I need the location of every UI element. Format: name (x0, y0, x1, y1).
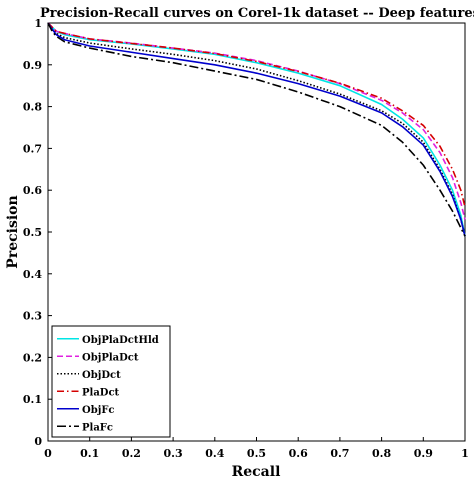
x-tick-label: 0 (44, 447, 52, 460)
y-tick-label: 0.3 (23, 310, 42, 323)
x-tick-label: 0.7 (330, 447, 349, 460)
y-tick-label: 0.6 (23, 184, 42, 197)
series-line-objdct (47, 22, 466, 237)
series-line-objpladcthld (47, 22, 466, 237)
series-line-pladct (47, 22, 466, 208)
x-tick-label: 0.9 (414, 447, 433, 460)
x-tick-label: 1 (461, 447, 469, 460)
x-tick-label: 0.5 (247, 447, 266, 460)
y-tick-label: 1 (34, 17, 42, 30)
x-axis: 0 0.1 0.2 0.3 0.4 0.5 0.6 0.7 0.8 0.9 1 (44, 437, 469, 460)
y-axis-label: Precision (5, 195, 21, 268)
series-line-objfc (47, 22, 466, 237)
x-tick-label: 0.3 (164, 447, 183, 460)
x-tick-label: 0.1 (80, 447, 99, 460)
y-tick-label: 0 (34, 435, 42, 448)
x-tick-label: 0.4 (205, 447, 224, 460)
series-layer (47, 22, 466, 237)
y-tick-label: 0.5 (23, 226, 42, 239)
legend-entry: PlaFc (82, 422, 113, 433)
y-tick-label: 0.1 (23, 393, 42, 406)
legend: ObjPlaDctHld ObjPlaDct ObjDct PlaDct ObjFc Pl… (51, 325, 171, 438)
legend-entry: ObjFc (82, 405, 115, 416)
y-tick-label: 0.2 (23, 351, 42, 364)
legend-entry: ObjPlaDct (82, 352, 139, 363)
series-line-plafc (47, 22, 466, 237)
chart-title: Precision-Recall curves on Corel-1k data… (40, 6, 474, 21)
y-tick-label: 0.7 (23, 142, 42, 155)
legend-entry: ObjPlaDctHld (82, 335, 159, 346)
legend-entry: ObjDct (82, 370, 121, 381)
x-tick-label: 0.6 (289, 447, 308, 460)
y-tick-label: 0.9 (23, 59, 42, 72)
y-axis: 0 0.1 0.2 0.3 0.4 0.5 0.6 0.7 0.8 0.9 1 (23, 17, 52, 448)
legend-entry: PlaDct (82, 387, 120, 398)
y-tick-label: 0.4 (23, 268, 42, 281)
legend-box (51, 325, 171, 438)
x-axis-label: Recall (232, 464, 281, 480)
y-tick-label: 0.8 (23, 101, 42, 114)
x-tick-label: 0.8 (372, 447, 391, 460)
x-tick-label: 0.2 (122, 447, 141, 460)
